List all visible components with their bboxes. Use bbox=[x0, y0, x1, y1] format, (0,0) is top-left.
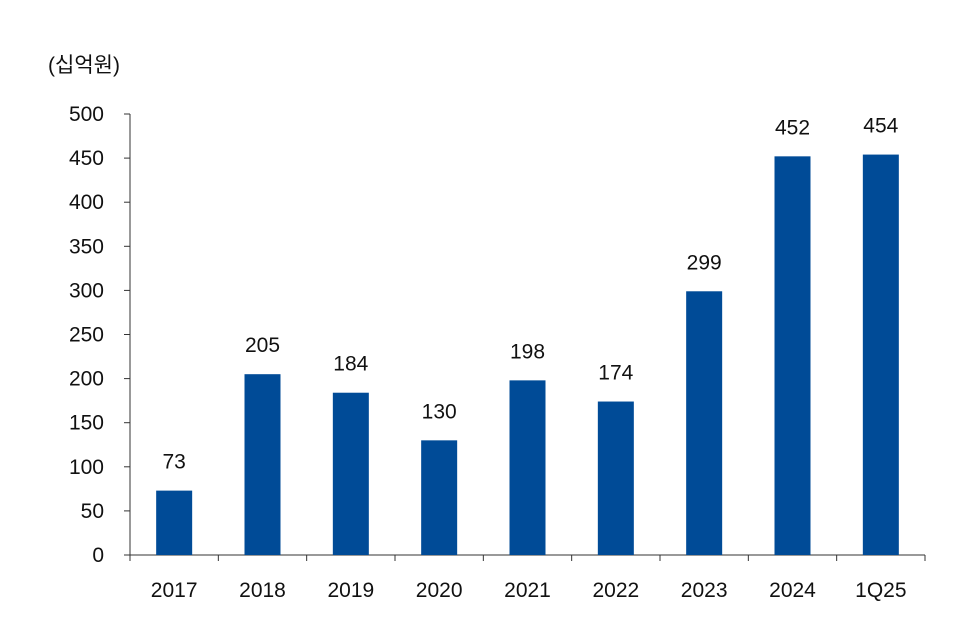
y-tick-label: 50 bbox=[81, 500, 104, 523]
y-tick-label: 100 bbox=[69, 456, 104, 479]
x-tick-label-2020: 2020 bbox=[416, 579, 463, 602]
y-tick-label: 400 bbox=[69, 191, 104, 214]
bars bbox=[156, 154, 899, 555]
x-axis: 2017 2018 2019 2020 2021 2022 2023 2024 1Q25 bbox=[129, 554, 926, 602]
data-label-2017: 73 bbox=[162, 451, 185, 474]
y-tick-label: 150 bbox=[69, 412, 104, 435]
y-tick-label: 300 bbox=[69, 279, 104, 302]
data-labels: 73 205 184 130 198 174 299 452 454 bbox=[162, 115, 898, 474]
bar-2023 bbox=[686, 291, 723, 555]
bar-2017 bbox=[156, 490, 193, 555]
x-tick-label-1Q25: 1Q25 bbox=[855, 579, 906, 602]
bar-2022 bbox=[597, 401, 634, 555]
data-label-2022: 174 bbox=[598, 362, 633, 385]
x-tick-label-2017: 2017 bbox=[151, 579, 198, 602]
data-label-1Q25: 454 bbox=[863, 115, 898, 138]
x-tick-label-2021: 2021 bbox=[504, 579, 551, 602]
x-tick-label-2024: 2024 bbox=[769, 579, 816, 602]
data-label-2020: 130 bbox=[422, 400, 457, 423]
data-label-2023: 299 bbox=[687, 251, 722, 274]
y-tick-label: 0 bbox=[92, 544, 104, 567]
data-label-2018: 205 bbox=[245, 334, 280, 357]
data-label-2021: 198 bbox=[510, 340, 545, 363]
bar-2019 bbox=[332, 392, 369, 555]
bar-2024 bbox=[774, 156, 811, 555]
x-tick-label-2022: 2022 bbox=[592, 579, 639, 602]
y-tick-label: 250 bbox=[69, 324, 104, 347]
x-tick-label-2018: 2018 bbox=[239, 579, 286, 602]
y-tick-label: 500 bbox=[69, 103, 104, 126]
x-tick-label-2019: 2019 bbox=[327, 579, 374, 602]
y-axis: 0 50 100 150 200 250 300 350 400 450 500 bbox=[69, 103, 131, 567]
x-tick-label-2023: 2023 bbox=[681, 579, 728, 602]
unit-label: (십억원) bbox=[48, 54, 120, 77]
bar-2020 bbox=[421, 440, 458, 555]
bar-2021 bbox=[509, 380, 546, 555]
data-label-2019: 184 bbox=[333, 353, 368, 376]
y-tick-label: 350 bbox=[69, 235, 104, 258]
data-label-2024: 452 bbox=[775, 116, 810, 139]
y-tick-label: 200 bbox=[69, 368, 104, 391]
bar-1Q25 bbox=[862, 154, 899, 555]
bar-2018 bbox=[244, 374, 281, 555]
y-tick-label: 450 bbox=[69, 147, 104, 170]
